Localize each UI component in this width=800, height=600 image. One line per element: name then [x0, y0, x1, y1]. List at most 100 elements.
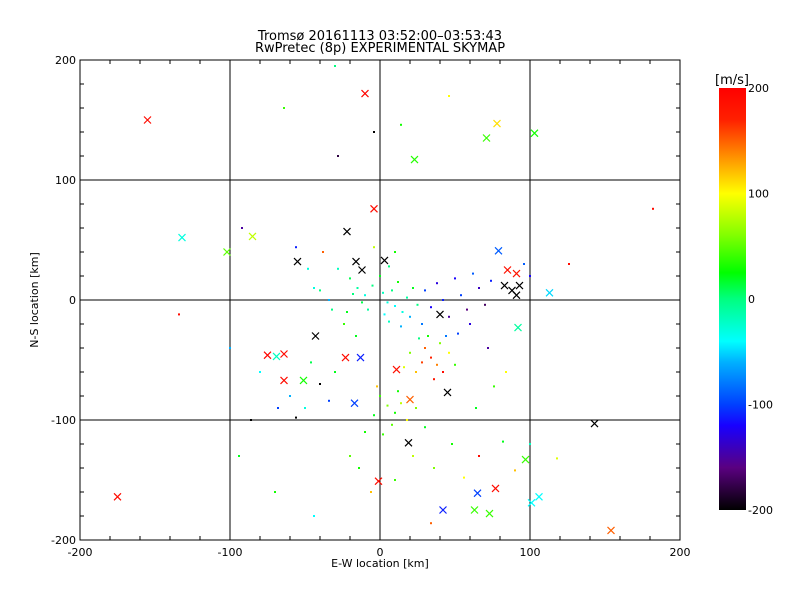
data-point-dot	[430, 306, 432, 309]
data-point-dot	[529, 275, 531, 277]
data-point-dot	[382, 291, 384, 294]
data-point-dot	[454, 277, 456, 280]
data-point-dot	[400, 402, 402, 405]
data-point-dot	[409, 315, 411, 318]
data-point-cross	[341, 353, 350, 362]
x-tick-label: 200	[670, 546, 691, 559]
data-point-cross	[545, 288, 554, 297]
data-point-dot	[388, 320, 390, 323]
data-point-dot	[475, 407, 477, 409]
data-point-dot	[502, 440, 504, 443]
data-point-dot	[358, 467, 360, 469]
data-point-dot	[409, 351, 411, 354]
data-point-dot	[418, 337, 420, 340]
data-point-dot	[386, 301, 389, 304]
data-point-cross	[493, 119, 501, 128]
y-tick-label: 100	[55, 174, 76, 187]
data-point-dot	[490, 279, 492, 282]
data-point-dot	[487, 347, 489, 349]
data-point-dot	[391, 423, 393, 426]
data-point-dot	[313, 287, 315, 289]
data-point-cross	[443, 388, 452, 397]
data-point-cross	[113, 492, 122, 501]
data-point-dot	[568, 263, 570, 265]
data-point-dot	[427, 335, 429, 337]
data-point-dot	[523, 263, 525, 265]
data-point-dot	[376, 385, 378, 388]
data-point-dot	[484, 303, 486, 306]
data-point-dot	[364, 431, 366, 433]
data-point-dot	[436, 282, 438, 285]
x-tick-label: -200	[68, 546, 93, 559]
data-point-cross	[530, 129, 539, 138]
data-point-cross	[439, 506, 447, 514]
data-point-dot	[289, 395, 291, 397]
x-axis-label: E-W location [km]	[331, 557, 429, 570]
data-point-cross	[521, 455, 530, 464]
data-point-dot	[283, 107, 285, 109]
data-point-dot	[448, 95, 450, 97]
data-point-dot	[241, 227, 243, 229]
data-point-dot	[430, 356, 432, 359]
data-point-dot	[421, 361, 423, 364]
data-point-cross	[293, 257, 302, 266]
data-point-cross	[343, 227, 351, 236]
data-point-dot	[379, 275, 381, 277]
data-point-dot	[421, 323, 423, 325]
colorbar-tick-label: -100	[748, 399, 773, 412]
data-points	[113, 65, 654, 535]
data-point-dot	[349, 455, 351, 457]
data-point-dot	[295, 416, 297, 419]
data-point-dot	[442, 299, 444, 301]
data-point-cross	[223, 248, 231, 256]
data-point-dot	[424, 347, 426, 349]
data-point-cross	[358, 266, 366, 274]
data-point-dot	[457, 332, 459, 335]
colorbar-tick-label: -200	[748, 504, 773, 517]
data-point-dot	[386, 404, 389, 407]
grid-lines	[80, 60, 680, 540]
data-point-dot	[469, 323, 471, 325]
axis-ticks: -200 -100 0 100 200 -200 -100 0 100 200	[51, 54, 690, 559]
data-point-dot	[334, 65, 336, 67]
data-point-dot	[416, 303, 419, 306]
data-point-cross	[515, 281, 524, 290]
data-point-dot	[493, 385, 495, 388]
data-point-dot	[406, 419, 408, 421]
data-point-dot	[400, 325, 402, 328]
data-point-dot	[295, 246, 297, 249]
data-point-cross	[503, 266, 512, 274]
y-tick-label: 200	[55, 54, 76, 67]
data-point-dot	[460, 294, 462, 297]
data-point-dot	[514, 469, 516, 472]
data-point-cross	[374, 477, 383, 486]
data-point-dot	[364, 294, 366, 297]
data-point-dot	[556, 457, 558, 460]
data-point-dot	[397, 281, 399, 283]
data-point-cross	[485, 509, 494, 518]
data-point-dot	[371, 284, 374, 287]
data-point-dot	[445, 335, 447, 337]
data-point-cross	[370, 204, 378, 213]
data-point-dot	[349, 277, 351, 280]
data-point-dot	[383, 313, 386, 316]
data-point-cross	[272, 352, 281, 361]
colorbar-ticks: -200 -100 0 100 200	[748, 82, 773, 517]
x-tick-label: -100	[218, 546, 243, 559]
data-point-dot	[334, 371, 336, 373]
data-point-dot	[356, 287, 359, 289]
data-point-cross	[248, 232, 257, 241]
colorbar	[719, 88, 746, 510]
data-point-dot	[328, 399, 330, 402]
data-point-dot	[424, 426, 426, 429]
data-point-dot	[415, 371, 417, 373]
data-point-dot	[433, 378, 435, 381]
data-point-cross	[514, 323, 522, 332]
data-point-dot	[436, 363, 438, 366]
colorbar-tick-label: 0	[748, 293, 755, 306]
data-point-dot	[478, 455, 480, 457]
x-tick-label: 100	[520, 546, 541, 559]
data-point-dot	[412, 455, 414, 457]
data-point-cross	[352, 257, 360, 266]
data-point-dot	[430, 522, 432, 525]
